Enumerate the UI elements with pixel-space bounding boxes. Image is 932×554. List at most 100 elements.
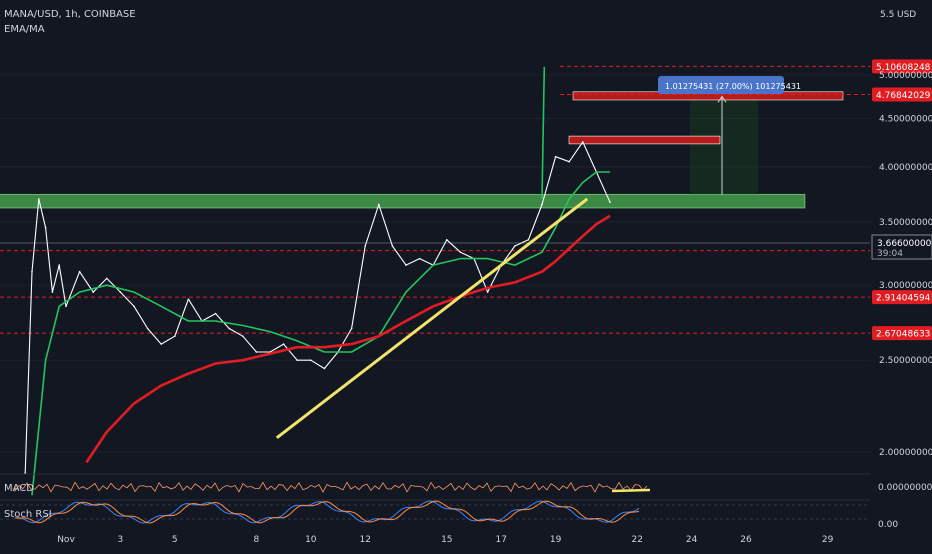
price-point-34 <box>446 238 448 241</box>
price-point-28 <box>364 245 367 247</box>
level-label-3: 2.91404594 <box>876 294 931 304</box>
price-point-27 <box>350 327 353 330</box>
y-tick-3: 3.50000000 <box>879 218 932 228</box>
price-point-39 <box>514 245 516 247</box>
measure-arrow-head <box>717 95 727 103</box>
price-point-29 <box>378 203 380 206</box>
x-tick-1: 3 <box>118 535 124 545</box>
price-point-35 <box>459 251 462 254</box>
price-point-13 <box>160 343 162 345</box>
price-point-12 <box>146 327 149 330</box>
rsi-axis-tick: 0.00 <box>878 520 898 530</box>
level-label-4: 2.67048633 <box>876 330 930 340</box>
grid <box>0 74 870 453</box>
rsi-k-line <box>14 500 640 524</box>
price-point-46 <box>609 201 611 204</box>
price-point-11 <box>133 305 135 308</box>
x-tick-5: 12 <box>359 535 370 545</box>
rsi-d-line <box>14 500 640 524</box>
price-point-20 <box>255 351 258 353</box>
series-ma <box>85 214 611 464</box>
price-point-6 <box>65 305 67 308</box>
y-tick-6: 2.00000000 <box>879 448 932 458</box>
price-point-22 <box>282 343 285 345</box>
price-point-3 <box>44 226 47 229</box>
price-point-5 <box>58 264 60 266</box>
series-wick <box>541 66 546 199</box>
y-tick-0: 5.00000000 <box>879 71 932 81</box>
price-point-30 <box>391 245 394 247</box>
stoch-rsi-pane <box>0 500 870 524</box>
price-point-37 <box>486 291 489 293</box>
price-point-41 <box>541 203 543 206</box>
macd-pane <box>14 481 651 493</box>
level-label-0: 5.10608248 <box>876 63 931 73</box>
macd-trendline <box>611 488 651 493</box>
y-tick-4: 3.00000000 <box>879 281 932 291</box>
y-tick-5: 2.50000000 <box>879 356 932 366</box>
series-trendline <box>275 197 589 439</box>
level-label-box-4 <box>872 326 932 341</box>
x-tick-11: 26 <box>740 535 752 545</box>
overlays <box>717 95 727 195</box>
x-tick-7: 17 <box>495 535 506 545</box>
price-point-9 <box>106 277 108 280</box>
series-lines <box>24 66 611 496</box>
countdown-label: 39:04 <box>877 249 903 259</box>
series-ema <box>31 171 610 496</box>
x-tick-6: 15 <box>441 535 452 545</box>
price-point-42 <box>554 155 557 158</box>
measure-label: 1.01275431 (27.00%) 101275431 <box>665 82 801 91</box>
time-axis[interactable]: Nov 3 5 8 10 12 15 17 19 22 24 26 29 <box>57 535 833 545</box>
symbol-title: MANA/USD, 1h, COINBASE <box>4 9 136 20</box>
current-price-label: 3.66600000 <box>877 239 932 249</box>
price-point-19 <box>242 335 244 338</box>
x-tick-10: 24 <box>686 535 698 545</box>
current-price-box <box>871 234 932 260</box>
x-tick-4: 10 <box>305 535 317 545</box>
price-point-8 <box>92 291 94 293</box>
resistance-zone <box>0 193 806 209</box>
zones <box>0 91 844 209</box>
level-label-box-0 <box>872 59 932 74</box>
price-point-23 <box>296 359 299 361</box>
indicator-title: EMA/MA <box>4 24 45 35</box>
price-point-2 <box>38 198 40 200</box>
price-point-10 <box>119 291 122 293</box>
x-tick-8: 19 <box>550 535 562 545</box>
measure-area <box>690 94 758 195</box>
macd-axis-tick: 0.00000000 <box>878 483 932 493</box>
price-point-32 <box>418 257 421 260</box>
price-point-31 <box>405 264 407 266</box>
x-tick-3: 8 <box>254 535 260 545</box>
x-tick-12: 29 <box>822 535 834 545</box>
small-box <box>568 135 721 145</box>
x-tick-9: 22 <box>631 535 642 545</box>
level-label-box-3 <box>872 290 932 305</box>
axis-currency: USD <box>897 10 916 20</box>
x-tick-2: 5 <box>172 535 178 545</box>
price-point-4 <box>51 291 54 293</box>
price-point-7 <box>78 270 81 273</box>
price-point-17 <box>214 312 217 315</box>
price-point-43 <box>568 160 570 163</box>
stoch-rsi-label: Stoch RSI <box>4 509 52 520</box>
price-point-18 <box>228 327 230 330</box>
price-point-40 <box>527 238 530 241</box>
y-tick-2: 4.00000000 <box>879 163 932 173</box>
macd-line <box>14 481 648 493</box>
measure-label-box <box>658 76 784 94</box>
price-point-44 <box>582 141 584 143</box>
price-point-1 <box>31 270 33 273</box>
level-label-box-1 <box>872 87 932 102</box>
macd-label: MACD <box>4 483 34 494</box>
level-label-1: 4.76842029 <box>876 91 931 101</box>
price-point-14 <box>174 335 176 338</box>
y-tick-1: 4.50000000 <box>879 114 932 124</box>
price-point-25 <box>323 367 326 370</box>
price-axis[interactable]: 5.00000000 4.50000000 4.00000000 3.50000000… <box>879 71 932 458</box>
axis-top-value: 5.5 <box>880 10 894 20</box>
price-point-15 <box>187 298 190 300</box>
